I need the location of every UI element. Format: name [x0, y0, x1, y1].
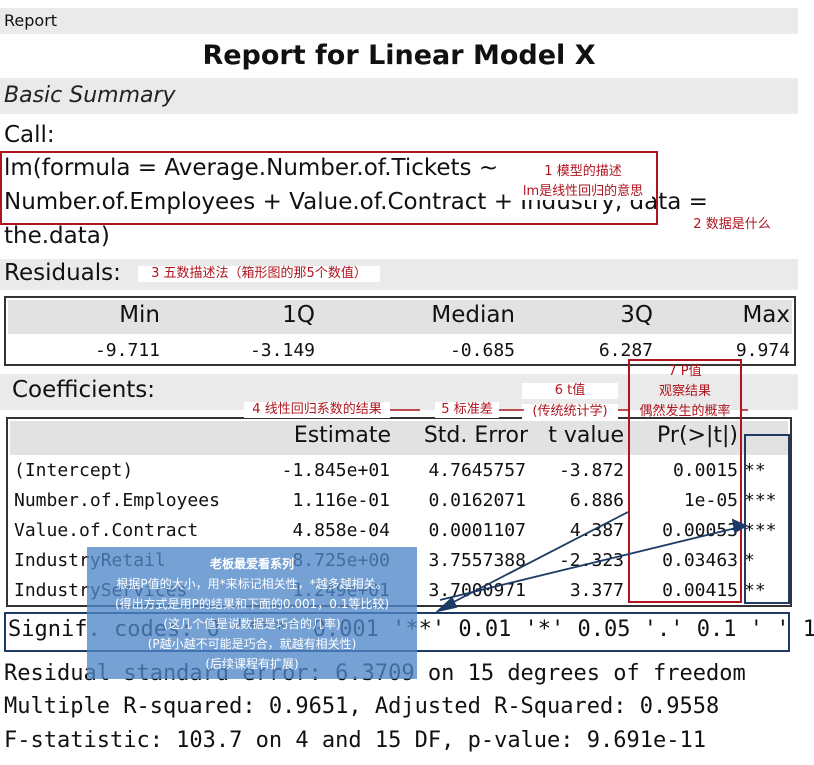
- annotation-panel-line-2: (得出方式是用P的结果和下面的0.001，0.1等比较): [114, 597, 390, 611]
- residuals-label: Residuals:: [4, 260, 121, 286]
- coef-header-p-value: Pr(>|t|): [657, 423, 738, 448]
- section-heading-basic-summary: Basic Summary: [0, 78, 798, 114]
- arrow-head-significance: [434, 596, 458, 613]
- coef-row-estimate: -1.845e+01: [281, 460, 390, 481]
- annotation-panel-line-1: 根据P值的大小，用*来标记相关性，*越多越相关。: [116, 577, 388, 591]
- arrow-head-stars: [731, 518, 749, 534]
- coef-header-estimate: Estimate: [293, 423, 391, 448]
- annotation-box-significance-stars: [744, 434, 790, 604]
- coef-row-std-error: 0.0001107: [428, 520, 526, 541]
- formula-line-3: the.data): [4, 223, 110, 249]
- coef-row-std-error: 4.7645757: [428, 460, 526, 481]
- resid-header-max: Max: [742, 302, 790, 328]
- window-title: Report: [4, 11, 58, 30]
- coef-row-p-value: 0.00415: [662, 580, 738, 601]
- coef-row-name: (Intercept): [14, 460, 134, 481]
- coefficients-header-row: [10, 421, 788, 455]
- annotation-1-line-2: lm是线性回归的意思: [514, 184, 652, 200]
- coef-row-signif: **: [744, 460, 766, 481]
- report-title: Report for Linear Model X: [202, 40, 596, 71]
- coefficients-band: [0, 374, 798, 410]
- coef-row-estimate: 1.116e-01: [292, 490, 390, 511]
- annotation-panel-line-3: (这几个值是说数据是巧合的几率): [163, 617, 341, 631]
- formula-line-1: lm(formula = Average.Number.of.Tickets ~: [4, 155, 499, 181]
- coef-row-signif: ***: [744, 520, 777, 541]
- coef-header-std-error: Std. Error: [423, 423, 528, 448]
- annotation-6-line-2: (传统统计学): [522, 404, 618, 420]
- arrow-to-stars: [439, 526, 741, 601]
- resid-value-min: -9.711: [94, 340, 160, 361]
- residuals-header-row: [8, 300, 792, 334]
- coef-row-t-value: -3.872: [558, 460, 624, 481]
- annotation-box-formula: [0, 151, 658, 225]
- annotation-6-line-1: 6 t值: [522, 383, 618, 399]
- resid-value-median: -0.685: [449, 340, 515, 361]
- call-label: Call:: [4, 122, 55, 148]
- coef-header-t-value: t value: [548, 423, 624, 448]
- coef-row-p-value: 1e-05: [683, 490, 738, 511]
- coef-row-estimate: 4.858e-04: [292, 520, 390, 541]
- annotation-panel-line-4: (P越小越不可能是巧合，就越有相关性): [147, 637, 357, 651]
- resid-header-min: Min: [119, 302, 160, 328]
- coef-row-t-value: 6.886: [569, 490, 624, 511]
- annotation-box-p-value: [628, 359, 742, 603]
- resid-header-1q: 1Q: [282, 302, 315, 328]
- resid-value-1q: -3.149: [249, 340, 315, 361]
- annotation-panel: [87, 547, 417, 679]
- coef-row-p-value: 0.0015: [672, 460, 738, 481]
- annotation-7-line-2: 观察结果: [658, 384, 711, 399]
- coef-row-signif: ***: [744, 490, 777, 511]
- f-statistic: F-statistic: 103.7 on 4 and 15 DF, p-val…: [4, 728, 706, 753]
- resid-value-3q: 6.287: [598, 340, 653, 361]
- coef-row-t-value: -2.323: [558, 550, 624, 571]
- annotation-7-line-1: 7 P值: [668, 364, 702, 379]
- coef-row-name: Value.of.Contract: [14, 520, 199, 541]
- coef-row-std-error: 3.7557388: [428, 550, 526, 571]
- resid-header-3q: 3Q: [620, 302, 653, 328]
- resid-value-max: 9.974: [735, 340, 790, 361]
- coef-row-signif: **: [744, 580, 766, 601]
- coef-row-signif: *: [744, 550, 755, 571]
- coef-row-t-value: 3.377: [569, 580, 624, 601]
- coef-row-p-value: 0.00053: [662, 520, 738, 541]
- resid-header-median: Median: [431, 302, 515, 328]
- annotation-panel-line-5: (后续课程有扩展): [205, 657, 299, 671]
- r-squared: Multiple R-squared: 0.9651, Adjusted R-S…: [4, 694, 720, 719]
- annotation-3: 3 五数描述法（箱形图的那5个数值）: [138, 266, 380, 282]
- residuals-table: [4, 296, 796, 366]
- window-title-bar: Report: [0, 8, 798, 34]
- coefficients-label: Coefficients:: [12, 377, 156, 403]
- coef-row-p-value: 0.03463: [662, 550, 738, 571]
- coef-row-std-error: 0.0162071: [428, 490, 526, 511]
- annotation-4: 4 线性回归系数的结果: [244, 402, 390, 418]
- residuals-band: [0, 259, 798, 290]
- annotation-7-line-3: 偶然发生的概率: [639, 404, 731, 419]
- annotation-2: 2 数据是什么: [688, 217, 776, 233]
- annotation-1-line-1: 1 模型的描述: [518, 164, 648, 180]
- coef-row-name: Number.of.Employees: [14, 490, 220, 511]
- annotation-5: 5 标准差: [435, 402, 499, 418]
- annotation-panel-title: 老板最爱看系列: [209, 557, 294, 571]
